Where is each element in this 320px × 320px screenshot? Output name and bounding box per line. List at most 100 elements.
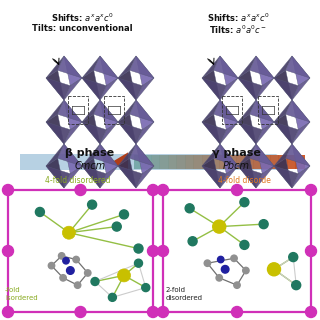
Bar	[142, 155, 151, 169]
Circle shape	[60, 275, 66, 281]
Polygon shape	[136, 100, 154, 130]
Bar	[269, 155, 279, 169]
Polygon shape	[202, 56, 220, 78]
Polygon shape	[100, 144, 118, 174]
Circle shape	[306, 245, 316, 257]
Bar	[227, 155, 236, 169]
Polygon shape	[274, 56, 292, 78]
Circle shape	[185, 204, 194, 213]
Polygon shape	[250, 144, 274, 166]
Polygon shape	[220, 144, 238, 174]
Text: γ phase: γ phase	[212, 148, 260, 158]
Circle shape	[75, 307, 86, 317]
Polygon shape	[46, 100, 64, 122]
Text: 4-fold disordered: 4-fold disordered	[45, 176, 111, 185]
Circle shape	[59, 253, 65, 259]
Bar	[295, 155, 305, 169]
Circle shape	[231, 255, 237, 261]
Polygon shape	[256, 56, 274, 86]
Bar	[193, 155, 203, 169]
Bar	[244, 155, 253, 169]
Circle shape	[221, 266, 229, 273]
Polygon shape	[292, 78, 310, 100]
Polygon shape	[202, 78, 226, 100]
Bar	[8, 190, 153, 312]
Bar	[210, 155, 220, 169]
FancyArrow shape	[20, 154, 290, 170]
Polygon shape	[214, 144, 238, 166]
Polygon shape	[286, 100, 310, 122]
Circle shape	[134, 244, 143, 253]
Text: Tilts: unconventional: Tilts: unconventional	[32, 24, 132, 33]
Circle shape	[67, 267, 74, 274]
Circle shape	[240, 198, 249, 207]
Bar	[150, 155, 160, 169]
Polygon shape	[94, 56, 118, 78]
Polygon shape	[256, 78, 274, 100]
Circle shape	[157, 245, 169, 257]
Polygon shape	[82, 100, 100, 122]
Polygon shape	[220, 56, 238, 86]
Text: β phase: β phase	[65, 148, 115, 158]
Polygon shape	[202, 70, 220, 100]
Polygon shape	[292, 56, 310, 86]
Bar	[236, 155, 245, 169]
Polygon shape	[130, 144, 154, 166]
Polygon shape	[214, 100, 238, 122]
Circle shape	[218, 256, 224, 263]
Circle shape	[148, 245, 158, 257]
Circle shape	[157, 185, 169, 196]
Circle shape	[289, 252, 298, 262]
Polygon shape	[58, 100, 82, 122]
Polygon shape	[238, 122, 262, 144]
Circle shape	[157, 307, 169, 317]
Circle shape	[3, 185, 13, 196]
Circle shape	[62, 226, 76, 239]
Polygon shape	[64, 166, 82, 188]
Polygon shape	[286, 144, 310, 166]
Polygon shape	[100, 122, 118, 144]
Circle shape	[63, 258, 69, 264]
Polygon shape	[220, 122, 238, 144]
Polygon shape	[118, 144, 136, 166]
Polygon shape	[202, 114, 220, 144]
Polygon shape	[292, 166, 310, 188]
Polygon shape	[292, 144, 310, 174]
Polygon shape	[64, 144, 82, 174]
Circle shape	[204, 260, 211, 266]
Circle shape	[75, 185, 86, 196]
Polygon shape	[274, 70, 292, 100]
Bar	[202, 155, 211, 169]
Polygon shape	[46, 158, 64, 188]
Polygon shape	[274, 114, 292, 144]
Polygon shape	[202, 122, 226, 144]
Bar	[133, 155, 143, 169]
Polygon shape	[46, 78, 70, 100]
Polygon shape	[58, 56, 82, 78]
Polygon shape	[238, 144, 256, 166]
Polygon shape	[256, 166, 274, 188]
Polygon shape	[82, 158, 100, 188]
Circle shape	[119, 210, 129, 219]
Polygon shape	[220, 100, 238, 130]
Polygon shape	[82, 114, 100, 144]
Text: Tilts: $a^0a^0c^-$: Tilts: $a^0a^0c^-$	[209, 24, 267, 36]
Polygon shape	[256, 144, 274, 174]
Polygon shape	[292, 122, 310, 144]
Circle shape	[234, 282, 240, 288]
Polygon shape	[46, 70, 64, 100]
Polygon shape	[220, 78, 238, 100]
Polygon shape	[220, 166, 238, 188]
Circle shape	[73, 256, 79, 263]
Polygon shape	[64, 78, 82, 100]
Circle shape	[188, 237, 197, 246]
Bar	[219, 155, 228, 169]
Circle shape	[216, 275, 222, 281]
Bar	[278, 155, 287, 169]
Polygon shape	[274, 158, 292, 188]
Polygon shape	[274, 78, 298, 100]
Polygon shape	[292, 100, 310, 130]
Polygon shape	[94, 100, 118, 122]
Polygon shape	[58, 144, 82, 166]
Polygon shape	[118, 166, 142, 188]
